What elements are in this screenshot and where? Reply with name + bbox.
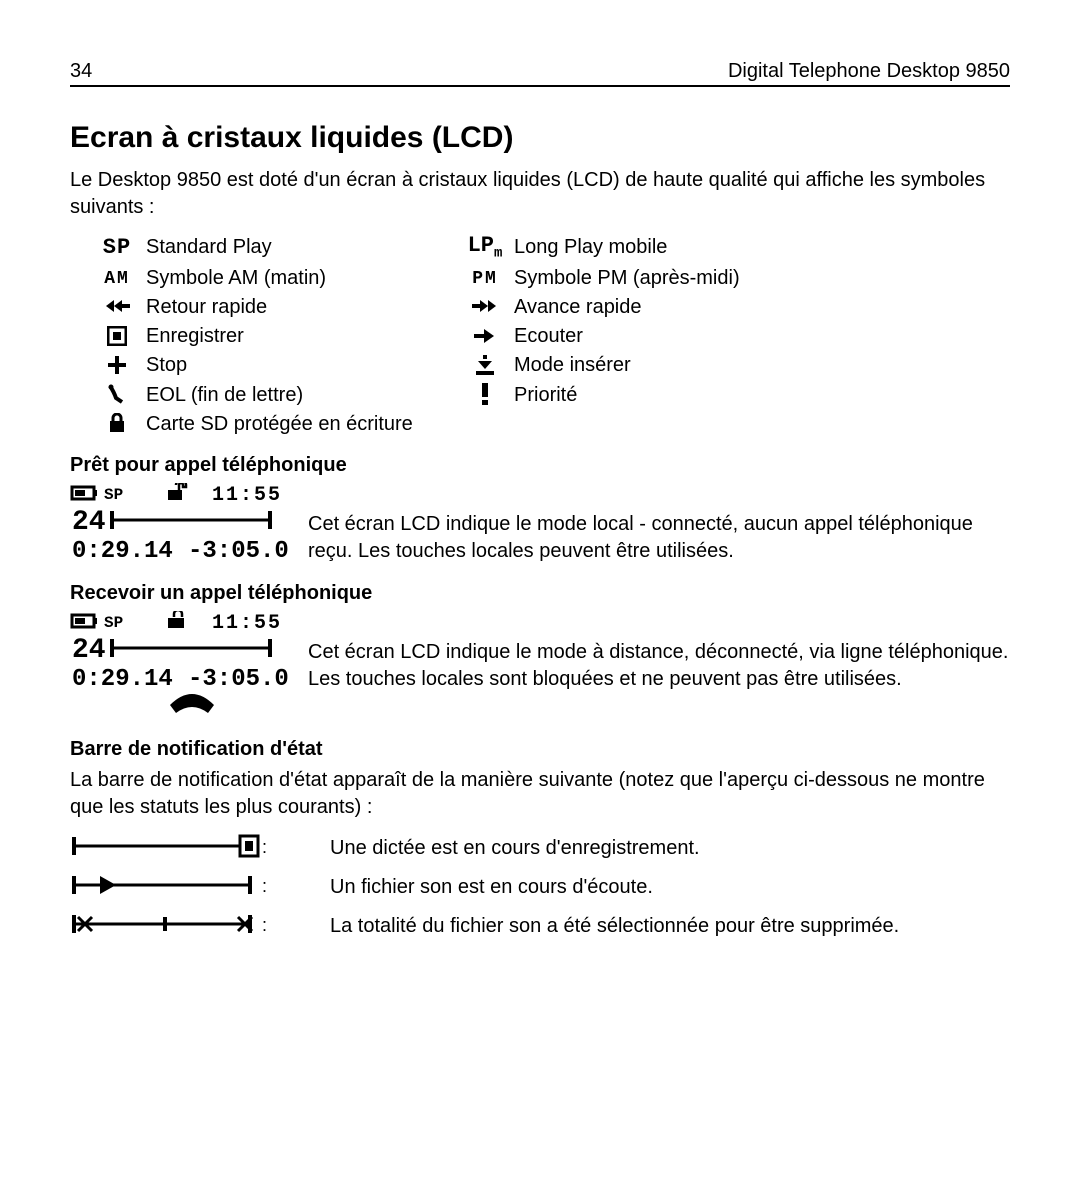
symbol-label-right: Priorité [514, 384, 577, 407]
symbol-icon-right [456, 296, 514, 319]
symbol-row: Enregistrer Ecouter [88, 325, 1010, 348]
symbol-label-left: EOL (fin de lettre) [146, 384, 456, 407]
page-header: 34 Digital Telephone Desktop 9850 [70, 60, 1010, 83]
symbol-icon-left [88, 384, 146, 407]
svg-text:SP: SP [104, 486, 123, 504]
symbol-icon-left [88, 296, 146, 319]
svg-text:0:29.14: 0:29.14 [72, 666, 173, 693]
symbol-icon-right: PM [456, 267, 514, 290]
symbol-icon-left: AM [88, 267, 146, 290]
page-number: 34 [70, 60, 92, 83]
status-description: Une dictée est en cours d'enregistrement… [330, 837, 700, 860]
svg-text::: : [262, 876, 267, 896]
receiving-heading: Recevoir un appel téléphonique [70, 582, 1010, 605]
symbol-row: EOL (fin de lettre) Priorité [88, 383, 1010, 406]
symbol-label-right: Avance rapide [514, 296, 642, 319]
status-description: La totalité du fichier son a été sélecti… [330, 915, 899, 938]
status-row: : La totalité du fichier son a été sélec… [70, 911, 1010, 942]
svg-text::: : [262, 915, 267, 935]
section-intro: Le Desktop 9850 est doté d'un écran à cr… [70, 167, 1010, 221]
symbol-row: SPStandard PlayLPmLong Play mobile [88, 233, 1010, 261]
status-intro: La barre de notification d'état apparaît… [70, 767, 1010, 821]
symbol-label-left: Standard Play [146, 236, 456, 259]
ready-heading: Prêt pour appel téléphonique [70, 454, 1010, 477]
doc-title: Digital Telephone Desktop 9850 [728, 60, 1010, 83]
svg-text:-3:05.00: -3:05.00 [188, 538, 290, 563]
symbol-icon-right [456, 325, 514, 348]
lcd-ready-screen: SP 11:55 24 0:29.14 -3:05.00 [70, 483, 290, 568]
svg-text:11:55: 11:55 [212, 612, 282, 635]
lcd-receiving-description: Cet écran LCD indique le mode à distance… [308, 611, 1010, 693]
status-heading: Barre de notification d'état [70, 738, 1010, 761]
symbol-icon-left: SP [88, 235, 146, 260]
symbol-label-left: Stop [146, 354, 456, 377]
header-rule [70, 85, 1010, 87]
svg-text:24: 24 [72, 635, 106, 666]
section-title: Ecran à cristaux liquides (LCD) [70, 121, 1010, 155]
status-row: : Un fichier son est en cours d'écoute. [70, 872, 1010, 903]
symbol-row: AMSymbole AM (matin)PMSymbole PM (après-… [88, 267, 1010, 290]
lcd-svg-icon: SP 11:55 24 0:29.14 -3:05.00 [70, 483, 290, 563]
lcd-ready-block: SP 11:55 24 0:29.14 -3:05.00 Cet écran L… [70, 483, 1010, 568]
symbol-icon-right [456, 383, 514, 406]
svg-text:0:29.14: 0:29.14 [72, 538, 173, 563]
svg-text:SP: SP [104, 614, 123, 632]
lcd-ready-description: Cet écran LCD indique le mode local - co… [308, 483, 1010, 565]
status-description: Un fichier son est en cours d'écoute. [330, 876, 653, 899]
symbol-row: Retour rapide Avance rapide [88, 296, 1010, 319]
status-bar-icon: : [70, 833, 330, 864]
symbol-icon-left [88, 325, 146, 348]
symbol-label-right: Ecouter [514, 325, 583, 348]
symbol-icon-right: LPm [456, 233, 514, 261]
symbol-label-left: Retour rapide [146, 296, 456, 319]
svg-text:-3:05.00: -3:05.00 [188, 666, 290, 693]
symbol-label-left: Carte SD protégée en écriture [146, 413, 456, 436]
status-bar-icon: : [70, 872, 330, 903]
symbol-label-left: Enregistrer [146, 325, 456, 348]
svg-text:24: 24 [72, 507, 106, 538]
lcd-receiving-block: SP 11:55 24 0:29.14 -3:05.00 Cet écran L… [70, 611, 1010, 724]
symbol-row: Stop Mode insérer [88, 354, 1010, 377]
symbol-label-left: Symbole AM (matin) [146, 267, 456, 290]
status-list: : Une dictée est en cours d'enregistreme… [70, 833, 1010, 942]
svg-text:11:55: 11:55 [212, 484, 282, 507]
status-bar-icon: : [70, 911, 330, 942]
lcd-receiving-screen: SP 11:55 24 0:29.14 -3:05.00 [70, 611, 290, 724]
lcd-svg-icon: SP 11:55 24 0:29.14 -3:05.00 [70, 611, 290, 719]
svg-text::: : [262, 837, 267, 857]
symbol-label-right: Long Play mobile [514, 236, 667, 259]
manual-page: 34 Digital Telephone Desktop 9850 Ecran … [0, 0, 1080, 1010]
symbol-icon-left [88, 354, 146, 377]
symbol-label-right: Symbole PM (après-midi) [514, 267, 740, 290]
symbol-label-right: Mode insérer [514, 354, 631, 377]
symbol-icon-left [88, 413, 146, 436]
symbol-grid: SPStandard PlayLPmLong Play mobileAMSymb… [88, 233, 1010, 436]
status-row: : Une dictée est en cours d'enregistreme… [70, 833, 1010, 864]
symbol-icon-right [456, 354, 514, 377]
symbol-row: Carte SD protégée en écriture [88, 413, 1010, 436]
